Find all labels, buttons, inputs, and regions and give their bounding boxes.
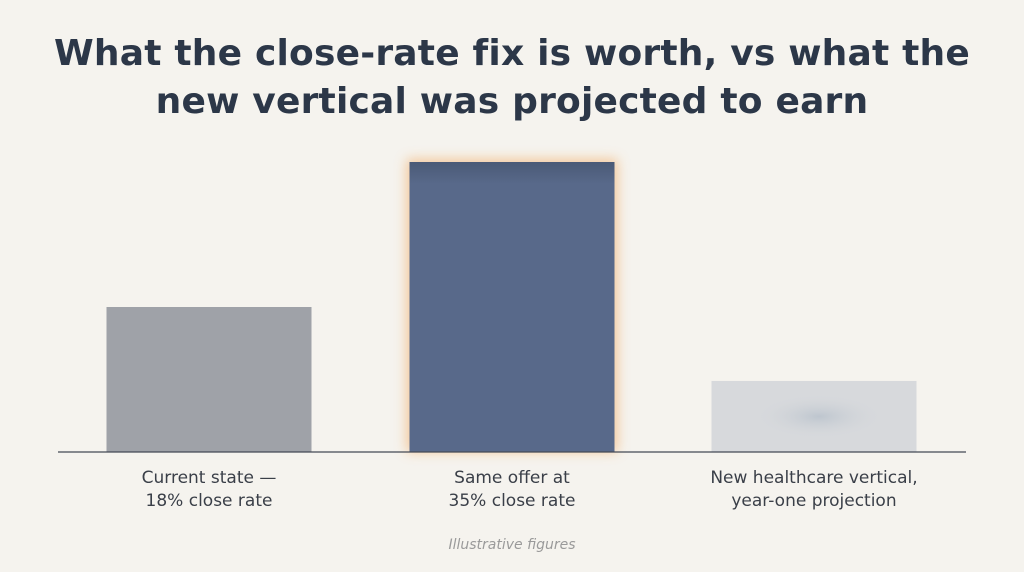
bar-same-offer	[409, 162, 615, 452]
chart-title: What the close-rate fix is worth, vs wha…	[40, 30, 984, 126]
category-label-same-offer: Same offer at 35% close rate	[382, 467, 642, 513]
category-label-current-state-line-1: Current state —	[141, 468, 277, 488]
category-label-healthcare-vertical-line-2: year-one projection	[731, 491, 897, 511]
category-label-current-state-line-2: 18% close rate	[145, 491, 273, 511]
chart-title-line-2: new vertical was projected to earn	[155, 81, 869, 122]
category-label-healthcare-vertical: New healthcare vertical, year-one projec…	[684, 467, 944, 513]
category-label-same-offer-line-1: Same offer at	[454, 468, 570, 488]
category-label-healthcare-vertical-line-1: New healthcare vertical,	[710, 468, 918, 488]
bar-same-offer-top-shade	[409, 162, 615, 184]
category-label-same-offer-line-2: 35% close rate	[448, 491, 576, 511]
bar-healthcare-vertical-blur-effect	[753, 393, 885, 440]
chart-title-line-1: What the close-rate fix is worth, vs wha…	[53, 33, 970, 74]
footnote: Illustrative figures	[448, 537, 576, 553]
bar-current-state	[106, 307, 312, 452]
category-label-current-state: Current state — 18% close rate	[79, 467, 339, 513]
